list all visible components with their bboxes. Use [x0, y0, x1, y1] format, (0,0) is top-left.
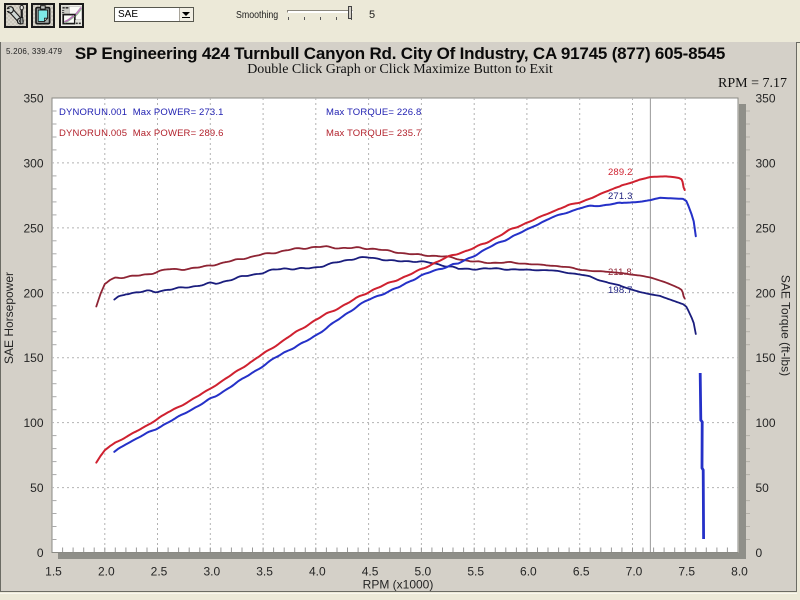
svg-text:6.5: 6.5 [573, 565, 590, 579]
svg-text:0: 0 [37, 546, 44, 560]
svg-text:350: 350 [756, 92, 776, 106]
svg-text:3.0: 3.0 [203, 565, 220, 579]
svg-text:3.5: 3.5 [256, 565, 273, 579]
svg-text:200: 200 [756, 286, 776, 300]
svg-text:250: 250 [756, 221, 776, 235]
svg-text:198.7: 198.7 [608, 285, 633, 296]
svg-text:300: 300 [756, 156, 776, 170]
svg-text:Max TORQUE= 235.7: Max TORQUE= 235.7 [326, 128, 421, 139]
svg-text:6.0: 6.0 [520, 565, 537, 579]
svg-text:350: 350 [23, 92, 43, 106]
svg-text:50: 50 [30, 481, 44, 495]
svg-text:150: 150 [23, 351, 43, 365]
svg-text:RPM (x1000): RPM (x1000) [363, 578, 434, 592]
svg-text:DYNORUN.005 Max POWER= 289.6: DYNORUN.005 Max POWER= 289.6 [59, 128, 224, 139]
svg-text:2.5: 2.5 [151, 565, 168, 579]
svg-text:5.0: 5.0 [415, 565, 432, 579]
svg-text:7.5: 7.5 [678, 565, 695, 579]
svg-text:289.2: 289.2 [608, 167, 633, 178]
svg-text:8.0: 8.0 [731, 565, 748, 579]
svg-text:Max TORQUE= 226.8: Max TORQUE= 226.8 [326, 107, 421, 118]
svg-text:250: 250 [23, 221, 43, 235]
svg-text:0: 0 [756, 546, 763, 560]
svg-text:300: 300 [23, 156, 43, 170]
svg-text:5.5: 5.5 [467, 565, 484, 579]
svg-text:2.0: 2.0 [98, 565, 115, 579]
svg-text:100: 100 [23, 416, 43, 430]
svg-text:1.5: 1.5 [45, 565, 62, 579]
svg-text:200: 200 [23, 286, 43, 300]
svg-text:211.8: 211.8 [608, 267, 632, 278]
svg-text:271.3: 271.3 [608, 191, 633, 202]
svg-text:4.0: 4.0 [309, 565, 326, 579]
svg-text:7.0: 7.0 [626, 565, 643, 579]
svg-text:SAE Torque (ft-lbs): SAE Torque (ft-lbs) [779, 275, 793, 376]
svg-text:100: 100 [756, 416, 776, 430]
svg-text:SAE Horsepower: SAE Horsepower [2, 272, 16, 364]
svg-text:4.5: 4.5 [362, 565, 379, 579]
svg-text:150: 150 [756, 351, 776, 365]
svg-text:DYNORUN.001 Max POWER= 273.1: DYNORUN.001 Max POWER= 273.1 [59, 107, 224, 118]
svg-text:50: 50 [756, 481, 770, 495]
